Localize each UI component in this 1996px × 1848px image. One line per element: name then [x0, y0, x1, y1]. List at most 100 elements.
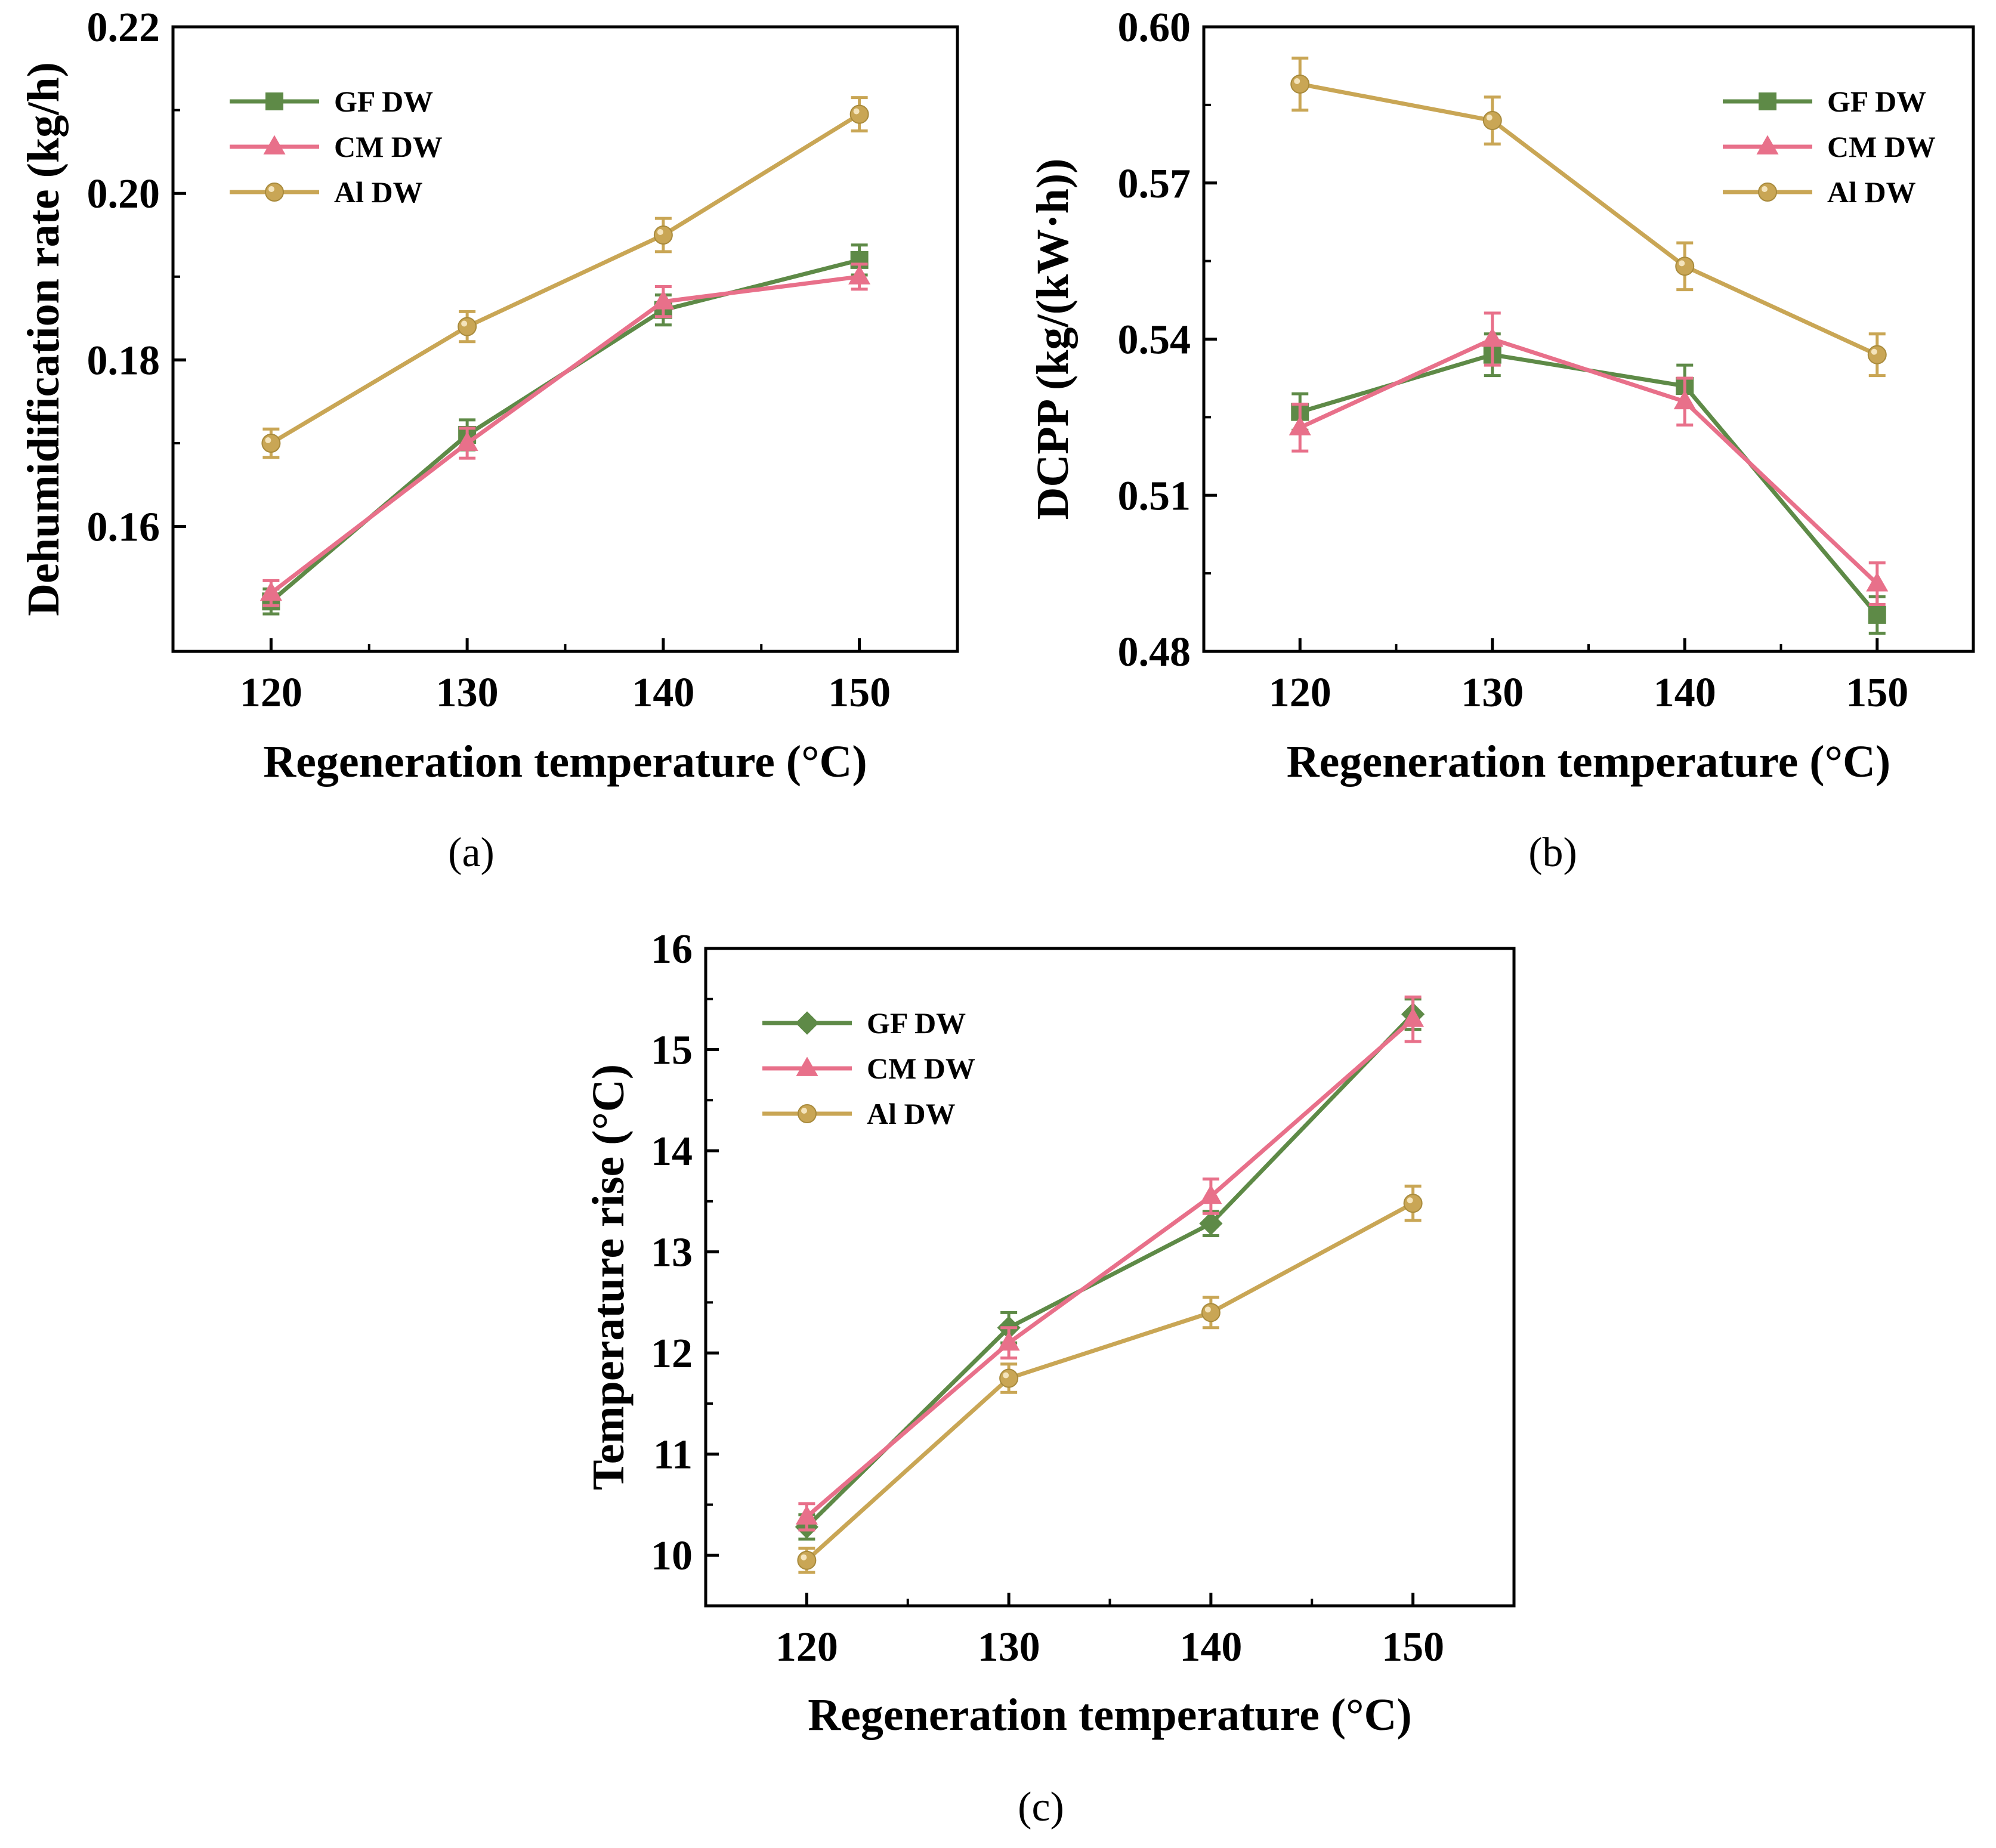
data-point-highlight — [1003, 1372, 1009, 1379]
panel-label: (a) — [448, 830, 495, 876]
y-axis-label: DCPP (kg/(kW·h)) — [1028, 159, 1078, 520]
chart-panel-a: 120 130 140 150 0.16 0.18 0.20 0.22 Regeneration… — [18, 5, 959, 876]
legend-marker — [1758, 183, 1777, 202]
x-tick-label: 120 — [240, 670, 302, 716]
series-al-dw — [261, 96, 869, 459]
x-tick-label: 130 — [1461, 670, 1524, 716]
data-point — [458, 317, 477, 336]
x-tick-label: 140 — [632, 670, 694, 716]
data-point-highlight — [657, 229, 663, 235]
legend-label: Al DW — [334, 175, 423, 209]
data-point — [795, 1505, 818, 1525]
legend: GF DW CM DW Al DW — [1723, 85, 1936, 209]
legend: GF DW CM DW Al DW — [230, 85, 443, 209]
y-tick-label: 0.51 — [1118, 473, 1191, 519]
y-axis-label: Temperature rise (°C) — [583, 1064, 634, 1490]
x-tick-label: 120 — [775, 1624, 838, 1670]
y-tick-label: 0.18 — [87, 338, 160, 384]
series-line — [270, 274, 860, 595]
legend-marker — [795, 1011, 819, 1035]
data-point — [1867, 345, 1887, 364]
data-point-highlight — [801, 1554, 807, 1560]
data-point — [1199, 1212, 1223, 1235]
data-point — [999, 1368, 1019, 1388]
data-point-highlight — [1294, 78, 1300, 84]
series-cm-dw — [1289, 311, 1889, 606]
legend-marker-highlight — [801, 1108, 807, 1114]
y-tick-label: 14 — [651, 1129, 693, 1175]
x-tick-label: 140 — [1179, 1624, 1242, 1670]
data-point — [1402, 1008, 1425, 1027]
x-axis-label: Regeneration temperature (°C) — [808, 1690, 1411, 1740]
y-tick-label: 0.16 — [87, 505, 160, 551]
x-tick-label: 120 — [1269, 670, 1331, 716]
series-line — [270, 112, 861, 446]
chart-panel-c: 120 130 140 150 10 11 12 13 14 15 16 Regeneration t… — [583, 926, 1516, 1830]
data-point — [1481, 327, 1504, 347]
legend: GF DW CM DW Al DW — [762, 1006, 975, 1130]
legend-marker — [1756, 135, 1779, 154]
series-al-dw — [797, 1184, 1423, 1574]
data-point — [848, 265, 871, 285]
y-tick-label: 12 — [651, 1331, 693, 1377]
data-point — [849, 104, 869, 124]
data-point-highlight — [853, 108, 860, 115]
legend-marker — [796, 1056, 818, 1076]
y-tick-label: 13 — [651, 1230, 693, 1276]
data-point-highlight — [1407, 1197, 1413, 1204]
data-point — [1675, 257, 1695, 276]
data-point — [797, 1550, 817, 1570]
legend-marker — [263, 135, 286, 154]
series-line — [1299, 82, 1878, 357]
x-tick-label: 150 — [1382, 1624, 1444, 1670]
y-axis-label: Dehumidification rate (kg/h) — [18, 62, 69, 616]
y-tick-label: 11 — [653, 1432, 693, 1478]
plot-frame — [171, 25, 959, 653]
data-point-highlight — [265, 437, 271, 443]
data-point — [1482, 111, 1502, 131]
legend-marker-highlight — [268, 186, 274, 192]
legend-label: Al DW — [867, 1097, 956, 1130]
data-point-highlight — [1871, 348, 1877, 355]
data-point — [456, 431, 478, 451]
data-point — [1403, 1194, 1423, 1213]
data-point — [261, 434, 281, 453]
legend-label: CM DW — [334, 130, 443, 163]
x-tick-label: 150 — [828, 670, 891, 716]
series-cm-dw — [795, 995, 1425, 1532]
data-point — [1289, 416, 1311, 435]
series-gf-dw — [1291, 332, 1886, 635]
series-al-dw — [1290, 56, 1887, 378]
series-line — [1299, 353, 1879, 617]
data-point — [997, 1331, 1020, 1351]
panel-label: (b) — [1528, 830, 1577, 876]
data-point-highlight — [1486, 115, 1493, 121]
data-point — [1673, 390, 1696, 410]
data-point — [652, 290, 675, 310]
data-point — [1200, 1184, 1222, 1204]
legend-label: GF DW — [1827, 85, 1926, 118]
y-tick-label: 0.20 — [87, 171, 160, 217]
x-tick-label: 130 — [436, 670, 499, 716]
y-tick-label: 0.22 — [87, 5, 160, 51]
legend-label: Al DW — [1827, 175, 1916, 209]
y-tick-label: 10 — [651, 1533, 693, 1579]
y-tick-label: 16 — [651, 926, 693, 972]
x-tick-label: 130 — [978, 1624, 1040, 1670]
legend-label: CM DW — [1827, 130, 1936, 163]
plot-frame — [1202, 25, 1975, 653]
series-line — [1299, 336, 1879, 586]
legend-label: CM DW — [867, 1052, 975, 1085]
data-point-highlight — [461, 320, 468, 327]
data-point — [653, 225, 673, 245]
x-tick-label: 150 — [1846, 670, 1908, 716]
y-tick-label: 0.60 — [1118, 5, 1191, 51]
data-point — [1866, 572, 1889, 592]
legend-label: GF DW — [334, 85, 433, 118]
legend-marker-highlight — [1762, 186, 1768, 192]
y-tick-label: 15 — [651, 1028, 693, 1074]
series-line — [805, 1018, 1414, 1519]
series-line — [270, 258, 860, 603]
x-tick-label: 140 — [1654, 670, 1716, 716]
